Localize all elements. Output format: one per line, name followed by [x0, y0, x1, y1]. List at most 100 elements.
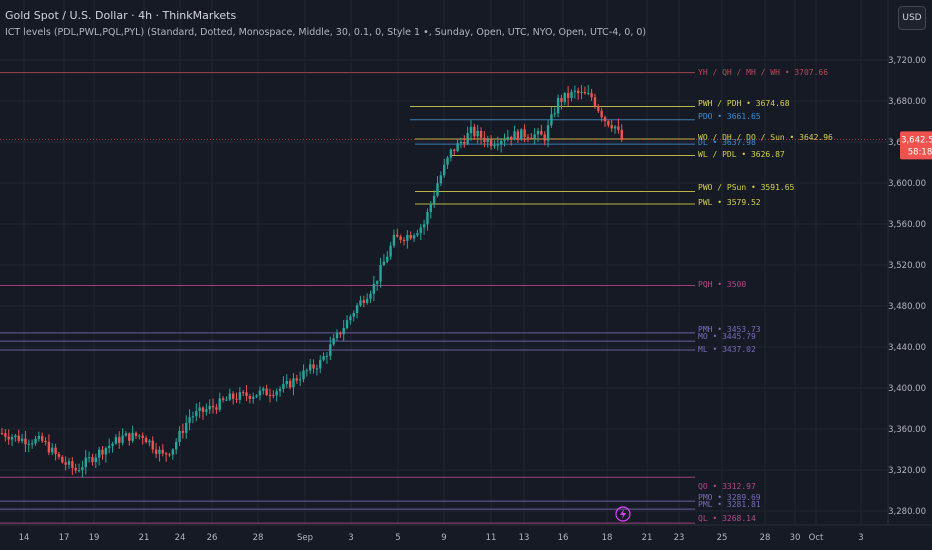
indicator-legend[interactable]: ICT levels (PDL,PWL,PQL,PYL) (Standard, …: [5, 27, 647, 38]
candle-body: [399, 236, 402, 240]
x-tick-label: 11: [486, 533, 497, 543]
y-tick-label: 3,560.00: [888, 220, 926, 230]
level-label: PMH • 3453.73: [698, 325, 761, 334]
candle-body: [252, 396, 255, 399]
candle-body: [453, 149, 456, 152]
x-tick-label: 14: [19, 533, 30, 543]
candle-body: [322, 356, 325, 360]
candle-body: [603, 117, 607, 122]
candle-body: [114, 437, 118, 444]
candle-body: [409, 234, 412, 239]
candles: [0, 84, 623, 478]
candle-body: [419, 227, 422, 234]
price-axis[interactable]: 3,720.003,680.003,640.003,600.003,560.00…: [887, 0, 926, 525]
x-tick-label: 21: [642, 533, 653, 543]
candle-body: [362, 300, 365, 303]
candle-body: [188, 417, 191, 423]
candle-body: [526, 136, 530, 138]
candle-body: [288, 380, 292, 388]
candle-body: [305, 370, 309, 372]
candle-body: [543, 134, 546, 141]
x-tick-label: 5: [395, 533, 400, 543]
candle-body: [34, 438, 37, 444]
flash-icon[interactable]: [615, 506, 631, 522]
candle-body: [325, 355, 329, 357]
candle-body: [466, 133, 469, 144]
candle-body: [205, 409, 208, 412]
candle-body: [67, 461, 71, 465]
candle-body: [181, 430, 185, 433]
level-label: PQH • 3500: [698, 280, 746, 289]
candle-body: [235, 398, 238, 400]
candle-body: [546, 125, 550, 141]
candle-body: [473, 126, 476, 137]
candle-body: [228, 393, 231, 400]
candle-body: [144, 437, 148, 443]
candle-body: [141, 435, 144, 438]
candle-body: [536, 131, 540, 135]
price-tag-box: [900, 131, 932, 160]
candle-body: [171, 449, 175, 455]
candle-body: [245, 392, 248, 397]
candle-body: [30, 443, 34, 445]
candle-body: [590, 93, 593, 98]
candle-body: [84, 457, 87, 468]
currency-button[interactable]: USD: [898, 6, 926, 30]
candle-body: [520, 129, 523, 140]
candle-body: [161, 449, 164, 454]
candle-body: [396, 234, 399, 237]
candle-body: [208, 405, 211, 410]
candle-body: [44, 440, 47, 442]
candle-body: [151, 440, 154, 450]
candle-body: [87, 457, 91, 459]
candle-body: [14, 435, 17, 438]
level-label: QO • 3312.97: [698, 482, 756, 491]
candle-body: [449, 149, 453, 158]
candle-body: [195, 411, 198, 417]
candle-body: [27, 443, 30, 445]
candle-body: [57, 453, 61, 457]
candle-body: [138, 435, 141, 437]
y-tick-label: 3,520.00: [888, 261, 926, 271]
candle-body: [295, 378, 298, 381]
candle-body: [412, 235, 416, 239]
candle-body: [215, 407, 218, 410]
candle-body: [20, 438, 24, 441]
candle-body: [389, 245, 392, 257]
candle-body: [359, 300, 362, 306]
candle-body: [463, 142, 466, 144]
candle-body: [352, 313, 355, 317]
flash-icon-bolt: [620, 509, 626, 519]
candle-body: [61, 456, 64, 463]
candle-body: [121, 435, 124, 443]
candle-body: [372, 283, 376, 294]
level-label: PMO • 3289.69: [698, 493, 761, 502]
candle-body: [101, 449, 104, 455]
candle-body: [355, 305, 359, 314]
candle-body: [238, 392, 242, 400]
candle-body: [570, 91, 573, 98]
candle-body: [597, 106, 600, 111]
candle-body: [124, 433, 128, 436]
y-tick-label: 3,400.00: [888, 384, 926, 394]
y-tick-label: 3,280.00: [888, 507, 926, 517]
candle-body: [282, 384, 285, 389]
candle-body: [560, 97, 563, 102]
level-label: QL • 3268.14: [698, 514, 756, 523]
candle-body: [406, 234, 409, 241]
candle-body: [51, 447, 54, 453]
candle-body: [275, 391, 278, 396]
x-tick-label: 26: [207, 533, 218, 543]
candle-body: [248, 396, 252, 399]
candle-body: [422, 224, 426, 228]
candle-body: [613, 126, 617, 129]
symbol-title[interactable]: Gold Spot / U.S. Dollar · 4h · ThinkMark…: [5, 9, 237, 22]
level-label: DL • 3637.98: [698, 138, 756, 147]
grid-lines: [0, 0, 888, 525]
x-tick-label: 28: [760, 533, 771, 543]
candle-body: [134, 432, 138, 436]
time-axis[interactable]: 14 17 19 21 24 26 28 Sep 3 5 9 11 13 16 18 21 23 25 28 30 Oc…: [0, 524, 932, 543]
candle-body: [483, 137, 486, 142]
candle-body: [41, 435, 44, 441]
